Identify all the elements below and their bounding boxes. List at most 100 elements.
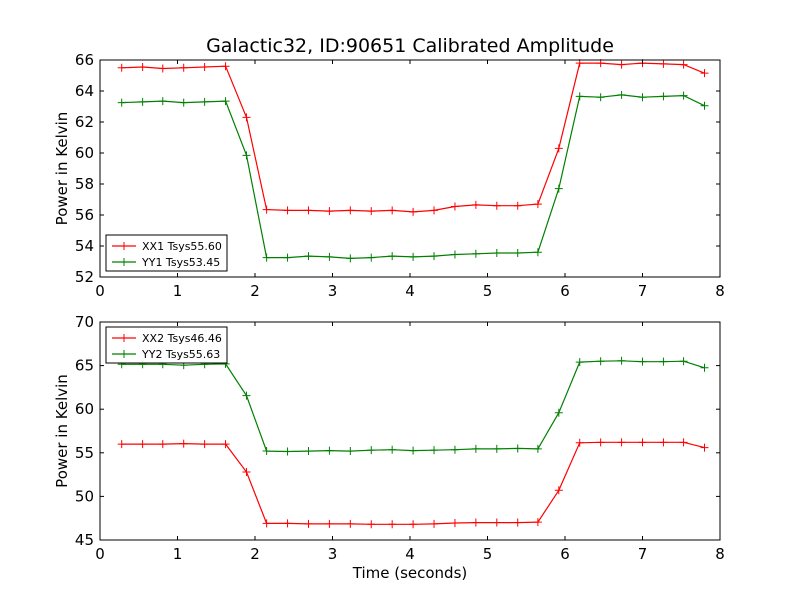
legend-label: YY2 Tsys55.63	[141, 348, 220, 361]
y-tick-label: 58	[75, 175, 94, 193]
data-point-marker	[388, 206, 397, 215]
data-point-marker	[346, 519, 355, 528]
data-point-marker	[554, 486, 563, 495]
y-tick-label: 50	[75, 487, 94, 505]
y-tick-label: 54	[75, 237, 94, 255]
x-tick-label: 2	[250, 545, 260, 563]
x-tick-label: 4	[405, 282, 415, 300]
y-tick-label: 62	[75, 113, 94, 131]
data-point-marker	[575, 92, 584, 101]
data-point-marker	[158, 64, 167, 73]
y-tick-label: 60	[75, 144, 94, 162]
x-tick-label: 2	[250, 282, 260, 300]
data-point-marker	[700, 101, 709, 110]
y-tick-label: 56	[75, 206, 94, 224]
data-point-marker	[492, 518, 501, 527]
data-point-marker	[554, 184, 563, 193]
data-point-marker	[283, 519, 292, 528]
x-tick-label: 8	[715, 282, 725, 300]
data-point-marker	[367, 446, 376, 455]
data-point-marker	[513, 248, 522, 257]
data-point-marker	[242, 467, 251, 476]
x-tick-label: 7	[638, 545, 648, 563]
data-point-marker	[471, 249, 480, 258]
y-axis-label: Power in Kelvin	[53, 112, 71, 226]
data-point-marker	[221, 440, 230, 449]
data-point-marker	[679, 91, 688, 100]
data-point-marker	[533, 248, 542, 257]
data-point-marker	[596, 438, 605, 447]
data-point-marker	[138, 97, 147, 106]
y-axis-label: Power in Kelvin	[53, 374, 71, 488]
y-tick-label: 64	[75, 82, 94, 100]
data-point-marker	[617, 438, 626, 447]
x-tick-label: 1	[173, 282, 183, 300]
data-point-marker	[554, 408, 563, 417]
data-point-marker	[283, 206, 292, 215]
x-tick-label: 4	[405, 545, 415, 563]
data-point-marker	[117, 98, 126, 107]
data-point-marker	[179, 439, 188, 448]
x-tick-label: 3	[328, 282, 338, 300]
data-point-marker	[430, 206, 439, 215]
data-point-marker	[367, 207, 376, 216]
data-point-marker	[596, 357, 605, 366]
data-point-marker	[346, 254, 355, 263]
data-point-marker	[409, 520, 418, 529]
legend-label: XX1 Tsys55.60	[142, 240, 222, 253]
data-point-marker	[200, 97, 209, 106]
data-point-marker	[138, 62, 147, 71]
data-point-marker	[638, 438, 647, 447]
data-point-marker	[575, 438, 584, 447]
data-point-marker	[346, 206, 355, 215]
x-tick-label: 0	[95, 545, 105, 563]
data-point-marker	[596, 93, 605, 102]
data-point-marker	[346, 447, 355, 456]
data-point-marker	[492, 444, 501, 453]
data-point-marker	[179, 98, 188, 107]
data-point-marker	[638, 93, 647, 102]
x-tick-label: 6	[560, 545, 570, 563]
data-point-marker	[367, 253, 376, 262]
legend-marker	[120, 258, 128, 266]
data-point-marker	[533, 518, 542, 527]
y-tick-label: 55	[75, 444, 94, 462]
x-tick-label: 0	[95, 282, 105, 300]
data-point-marker	[471, 200, 480, 209]
legend-label: XX2 Tsys46.46	[142, 332, 222, 345]
x-tick-label: 7	[638, 282, 648, 300]
data-point-marker	[617, 90, 626, 99]
data-point-marker	[242, 391, 251, 400]
data-point-marker	[659, 92, 668, 101]
chart-title: Galactic32, ID:90651 Calibrated Amplitud…	[206, 35, 614, 57]
x-tick-label: 3	[328, 545, 338, 563]
x-tick-label: 8	[715, 545, 725, 563]
legend-box	[105, 326, 228, 364]
data-point-marker	[304, 447, 313, 456]
legend-marker	[120, 350, 128, 358]
data-point-marker	[283, 447, 292, 456]
data-point-marker	[492, 201, 501, 210]
data-point-marker	[388, 520, 397, 529]
y-tick-label: 65	[75, 357, 94, 375]
data-point-marker	[325, 519, 334, 528]
data-point-marker	[430, 446, 439, 455]
data-point-marker	[262, 205, 271, 214]
data-point-marker	[304, 252, 313, 261]
data-point-marker	[679, 438, 688, 447]
data-point-marker	[388, 445, 397, 454]
data-point-marker	[492, 248, 501, 257]
data-point-marker	[138, 440, 147, 449]
x-tick-label: 5	[483, 545, 493, 563]
data-point-marker	[388, 252, 397, 261]
data-point-marker	[325, 252, 334, 261]
data-point-marker	[158, 440, 167, 449]
data-point-marker	[117, 63, 126, 72]
data-point-marker	[200, 440, 209, 449]
data-point-marker	[179, 63, 188, 72]
data-point-marker	[158, 97, 167, 106]
data-point-marker	[638, 357, 647, 366]
